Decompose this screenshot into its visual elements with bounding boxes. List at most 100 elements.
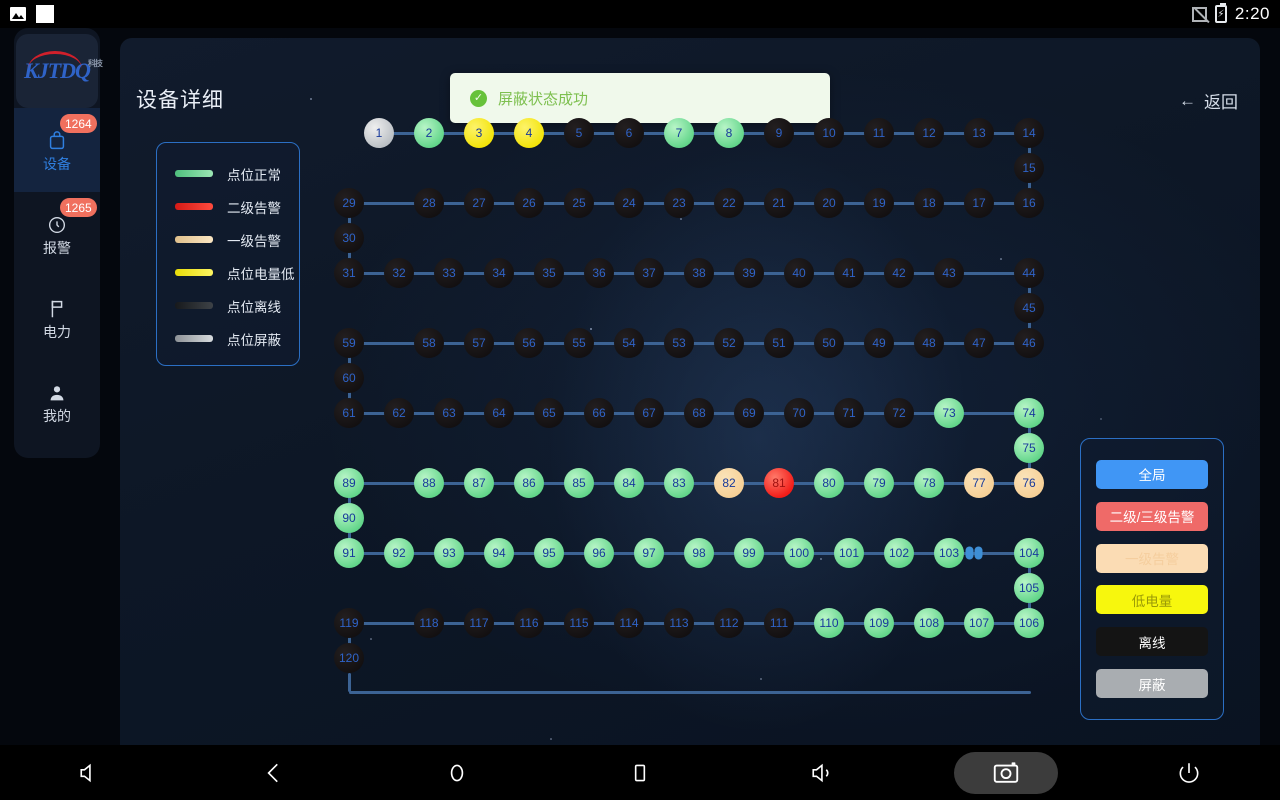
topology-node-93[interactable]: 93 — [434, 538, 464, 568]
filter-button-offline[interactable]: 离线 — [1096, 627, 1208, 657]
power-icon[interactable] — [1097, 745, 1280, 800]
topology-node-13[interactable]: 13 — [964, 118, 994, 148]
topology-node-55[interactable]: 55 — [564, 328, 594, 358]
topology-node-76[interactable]: 76 — [1014, 468, 1044, 498]
sidebar-item-devices[interactable]: 1264 设备 — [14, 108, 100, 192]
topology-node-11[interactable]: 11 — [864, 118, 894, 148]
topology-node-104[interactable]: 104 — [1014, 538, 1044, 568]
sidebar-item-profile[interactable]: 我的 — [14, 360, 100, 444]
topology-node-1[interactable]: 1 — [364, 118, 394, 148]
topology-node-118[interactable]: 118 — [414, 608, 444, 638]
topology-node-94[interactable]: 94 — [484, 538, 514, 568]
topology-node-72[interactable]: 72 — [884, 398, 914, 428]
topology-node-42[interactable]: 42 — [884, 258, 914, 288]
topology-node-16[interactable]: 16 — [1014, 188, 1044, 218]
topology-node-67[interactable]: 67 — [634, 398, 664, 428]
topology-node-44[interactable]: 44 — [1014, 258, 1044, 288]
topology-node-120[interactable]: 120 — [334, 643, 364, 673]
topology-node-5[interactable]: 5 — [564, 118, 594, 148]
topology-node-15[interactable]: 15 — [1014, 153, 1044, 183]
topology-node-71[interactable]: 71 — [834, 398, 864, 428]
topology-node-75[interactable]: 75 — [1014, 433, 1044, 463]
volume-up-icon[interactable] — [731, 745, 914, 800]
topology-node-22[interactable]: 22 — [714, 188, 744, 218]
sidebar-item-alarms[interactable]: 1265 报警 — [14, 192, 100, 276]
link-marker[interactable] — [965, 546, 983, 560]
topology-node-7[interactable]: 7 — [664, 118, 694, 148]
topology-node-82[interactable]: 82 — [714, 468, 744, 498]
topology-node-68[interactable]: 68 — [684, 398, 714, 428]
topology-node-54[interactable]: 54 — [614, 328, 644, 358]
topology-node-78[interactable]: 78 — [914, 468, 944, 498]
topology-node-106[interactable]: 106 — [1014, 608, 1044, 638]
topology-node-37[interactable]: 37 — [634, 258, 664, 288]
topology-node-49[interactable]: 49 — [864, 328, 894, 358]
topology-node-48[interactable]: 48 — [914, 328, 944, 358]
topology-node-90[interactable]: 90 — [334, 503, 364, 533]
topology-node-98[interactable]: 98 — [684, 538, 714, 568]
recents-icon[interactable] — [549, 745, 732, 800]
topology-node-21[interactable]: 21 — [764, 188, 794, 218]
topology-node-100[interactable]: 100 — [784, 538, 814, 568]
topology-node-92[interactable]: 92 — [384, 538, 414, 568]
topology-node-57[interactable]: 57 — [464, 328, 494, 358]
topology-node-6[interactable]: 6 — [614, 118, 644, 148]
topology-node-81[interactable]: 81 — [764, 468, 794, 498]
topology-node-91[interactable]: 91 — [334, 538, 364, 568]
topology-node-18[interactable]: 18 — [914, 188, 944, 218]
topology-node-10[interactable]: 10 — [814, 118, 844, 148]
topology-node-87[interactable]: 87 — [464, 468, 494, 498]
topology-node-111[interactable]: 111 — [764, 608, 794, 638]
topology-node-20[interactable]: 20 — [814, 188, 844, 218]
topology-node-27[interactable]: 27 — [464, 188, 494, 218]
topology-node-77[interactable]: 77 — [964, 468, 994, 498]
topology-node-107[interactable]: 107 — [964, 608, 994, 638]
topology-node-56[interactable]: 56 — [514, 328, 544, 358]
topology-node-73[interactable]: 73 — [934, 398, 964, 428]
topology-node-99[interactable]: 99 — [734, 538, 764, 568]
topology-node-36[interactable]: 36 — [584, 258, 614, 288]
topology-node-59[interactable]: 59 — [334, 328, 364, 358]
topology-node-66[interactable]: 66 — [584, 398, 614, 428]
topology-node-50[interactable]: 50 — [814, 328, 844, 358]
topology-node-97[interactable]: 97 — [634, 538, 664, 568]
filter-button-alarm23[interactable]: 二级/三级告警 — [1096, 501, 1208, 531]
topology-node-63[interactable]: 63 — [434, 398, 464, 428]
topology-node-60[interactable]: 60 — [334, 363, 364, 393]
topology-node-83[interactable]: 83 — [664, 468, 694, 498]
back-button[interactable]: ← 返回 — [1179, 88, 1238, 113]
topology-node-101[interactable]: 101 — [834, 538, 864, 568]
topology-node-38[interactable]: 38 — [684, 258, 714, 288]
topology-node-96[interactable]: 96 — [584, 538, 614, 568]
back-icon[interactable] — [183, 745, 366, 800]
topology-node-32[interactable]: 32 — [384, 258, 414, 288]
topology-node-110[interactable]: 110 — [814, 608, 844, 638]
topology-node-58[interactable]: 58 — [414, 328, 444, 358]
topology-node-103[interactable]: 103 — [934, 538, 964, 568]
filter-button-lowbat[interactable]: 低电量 — [1096, 585, 1208, 615]
topology-node-26[interactable]: 26 — [514, 188, 544, 218]
topology-node-35[interactable]: 35 — [534, 258, 564, 288]
topology-node-43[interactable]: 43 — [934, 258, 964, 288]
topology-node-40[interactable]: 40 — [784, 258, 814, 288]
topology-node-53[interactable]: 53 — [664, 328, 694, 358]
topology-node-70[interactable]: 70 — [784, 398, 814, 428]
topology-node-114[interactable]: 114 — [614, 608, 644, 638]
topology-node-31[interactable]: 31 — [334, 258, 364, 288]
topology-node-30[interactable]: 30 — [334, 223, 364, 253]
topology-node-84[interactable]: 84 — [614, 468, 644, 498]
topology-node-102[interactable]: 102 — [884, 538, 914, 568]
topology-node-112[interactable]: 112 — [714, 608, 744, 638]
topology-node-85[interactable]: 85 — [564, 468, 594, 498]
topology-node-41[interactable]: 41 — [834, 258, 864, 288]
topology-node-69[interactable]: 69 — [734, 398, 764, 428]
filter-button-alarm1[interactable]: 一级告警 — [1096, 543, 1208, 573]
topology-node-2[interactable]: 2 — [414, 118, 444, 148]
topology-node-23[interactable]: 23 — [664, 188, 694, 218]
topology-node-24[interactable]: 24 — [614, 188, 644, 218]
sidebar-item-power[interactable]: 电力 — [14, 276, 100, 360]
topology-node-9[interactable]: 9 — [764, 118, 794, 148]
topology-node-115[interactable]: 115 — [564, 608, 594, 638]
topology-node-52[interactable]: 52 — [714, 328, 744, 358]
screenshot-icon[interactable] — [914, 745, 1097, 800]
